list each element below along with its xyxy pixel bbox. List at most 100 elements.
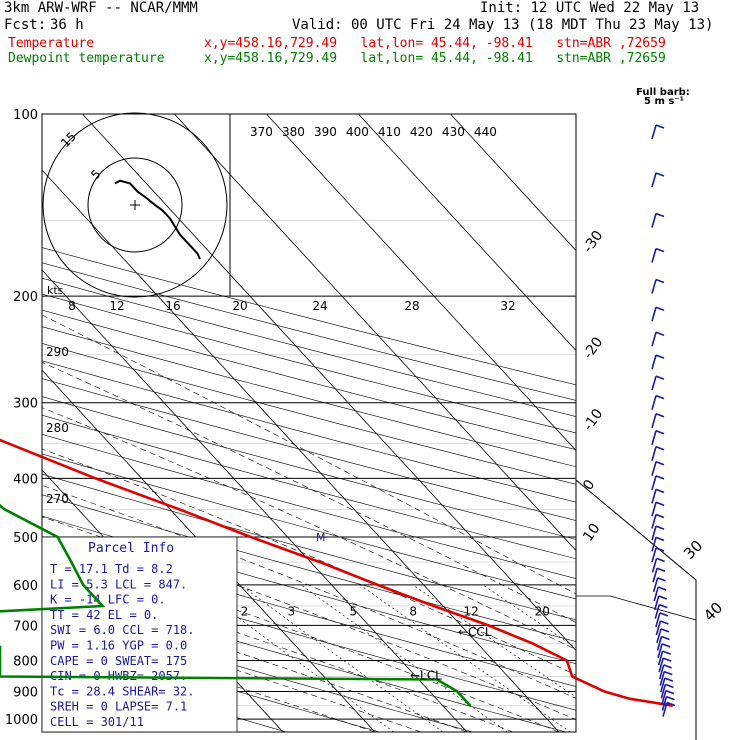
- wind-barb: [655, 394, 665, 400]
- theta-left-label: 280: [46, 421, 69, 435]
- isotherm: [0, 114, 7, 732]
- dewpoint-legend: Dewpoint temperature: [8, 51, 165, 66]
- pressure-label: 900: [13, 685, 38, 700]
- wind-barb: [651, 475, 657, 491]
- mixing-ratio-label: 20: [535, 604, 550, 618]
- dewpoint-location: x,y=458.16,729.49 lat,lon= 45.44, -98.41…: [204, 51, 666, 66]
- model-title: 3km ARW-WRF -- NCAR/MMM: [4, 0, 198, 16]
- moist-adiabat: [42, 484, 576, 699]
- wind-barb: [660, 620, 669, 625]
- wind-barb: [655, 488, 665, 494]
- wind-barb: [655, 306, 665, 311]
- wind-barb: [651, 502, 657, 517]
- parcel-row: SWI = 6.0 CCL = 718.: [50, 623, 195, 637]
- wind-barb: [655, 172, 665, 177]
- wind-panel-edge: [576, 595, 697, 621]
- lcl-label: ←LCL: [410, 669, 442, 683]
- speed-label: 12: [109, 299, 124, 313]
- forecast-label: Fcst:: [4, 17, 47, 33]
- theta-label: 430: [442, 125, 465, 139]
- wind-barb: [663, 670, 673, 676]
- dry-adiabat: [42, 326, 576, 468]
- dry-adiabat: [42, 293, 576, 434]
- dry-adiabat: [42, 360, 576, 503]
- wind-barb: [655, 620, 662, 636]
- parcel-info-box: Parcel Info T = 17.1 Td = 8.2LI = 5.3 LCL…: [41, 536, 238, 733]
- pressure-label: 100: [13, 108, 38, 123]
- wind-barb: [666, 695, 675, 701]
- ccl-label: ←CCL: [458, 625, 492, 639]
- wind-barb: [655, 525, 665, 530]
- wind-barb: [661, 635, 670, 641]
- moist-adiabat: [42, 624, 376, 732]
- hodograph-ring: [87, 157, 183, 253]
- wind-barb: [655, 124, 665, 129]
- wind-barb: [651, 279, 657, 294]
- theta-left-label: 290: [46, 345, 69, 359]
- wind-panel-edge: [575, 479, 697, 740]
- speed-label: 16: [165, 299, 180, 313]
- mixing-ratio-label: 3: [288, 604, 296, 618]
- pressure-label: 600: [13, 579, 38, 594]
- wind-barb: [651, 558, 658, 573]
- wind-barb: [651, 213, 657, 228]
- wind-barb: [651, 124, 657, 140]
- pressure-label: 700: [13, 619, 38, 634]
- wind-barb: [651, 307, 657, 322]
- theta-label: 400: [346, 125, 369, 139]
- hodograph-ring: [42, 112, 228, 298]
- hodograph-ring-label: 15: [58, 129, 79, 150]
- parcel-row: CAPE = 0 SWEAT= 175: [50, 654, 187, 668]
- wind-barb: [655, 475, 665, 480]
- wind-barb: [655, 445, 665, 451]
- wind-barb: [653, 586, 659, 602]
- sounding-header: 3km ARW-WRF -- NCAR/MMM Init: 12 UTC Wed…: [0, 0, 740, 70]
- dewpoint-line: [0, 503, 472, 707]
- dry-adiabat: [42, 583, 567, 732]
- wind-barb: [655, 536, 665, 542]
- speed-label: 24: [312, 299, 327, 313]
- wind-barb: [651, 248, 657, 263]
- wind-barb: [655, 547, 665, 552]
- wind-barb: [652, 568, 658, 583]
- parcel-row: Tc = 28.4 SHEAR= 32.: [50, 684, 195, 698]
- hodograph: 5 15 kts: [42, 112, 231, 298]
- pressure-label: 1000: [5, 713, 38, 728]
- wind-barb: [651, 446, 657, 461]
- temperature-legend: Temperature: [8, 36, 95, 51]
- speed-label: 20: [232, 299, 247, 313]
- wind-barb: [661, 696, 668, 711]
- wind-barb: [655, 278, 665, 284]
- isotherm: [358, 114, 576, 352]
- isotherm: [266, 114, 576, 452]
- wind-barb: [660, 628, 670, 633]
- wind-barb: [658, 657, 664, 673]
- wind-barb: [665, 683, 674, 689]
- isotherm-label: -30: [580, 228, 606, 256]
- pressure-label: 200: [13, 290, 38, 305]
- wind-barb: [651, 525, 657, 541]
- dry-adiabat: [42, 453, 576, 600]
- speed-label: 32: [500, 299, 515, 313]
- wind-barb: [657, 586, 667, 591]
- wind-barb: [656, 567, 666, 573]
- isotherm-label: -10: [580, 406, 606, 434]
- full-barb-label: Full barb:: [636, 87, 690, 98]
- wind-barb: [659, 612, 669, 617]
- parcel-row: LI = 5.3 LCL = 847.: [50, 577, 187, 591]
- wind-barb: [651, 461, 657, 476]
- dry-adiabat: [42, 515, 576, 664]
- wind-barb: [662, 650, 671, 655]
- wind-barb: [651, 514, 657, 529]
- wind-barb: [651, 413, 657, 429]
- hodograph-ring-label: 5: [88, 167, 103, 182]
- wind-barb: [656, 628, 662, 644]
- wind-barb: [651, 547, 657, 563]
- forecast-value: 36 h: [50, 17, 84, 33]
- dry-adiabat: [42, 608, 473, 732]
- parcel-row: SREH = 0 LAPSE= 7.1: [50, 700, 187, 714]
- hodograph-units: kts: [47, 284, 64, 297]
- isotherm: [174, 114, 576, 552]
- plot-frame: [41, 113, 577, 733]
- wind-barb: [651, 430, 657, 445]
